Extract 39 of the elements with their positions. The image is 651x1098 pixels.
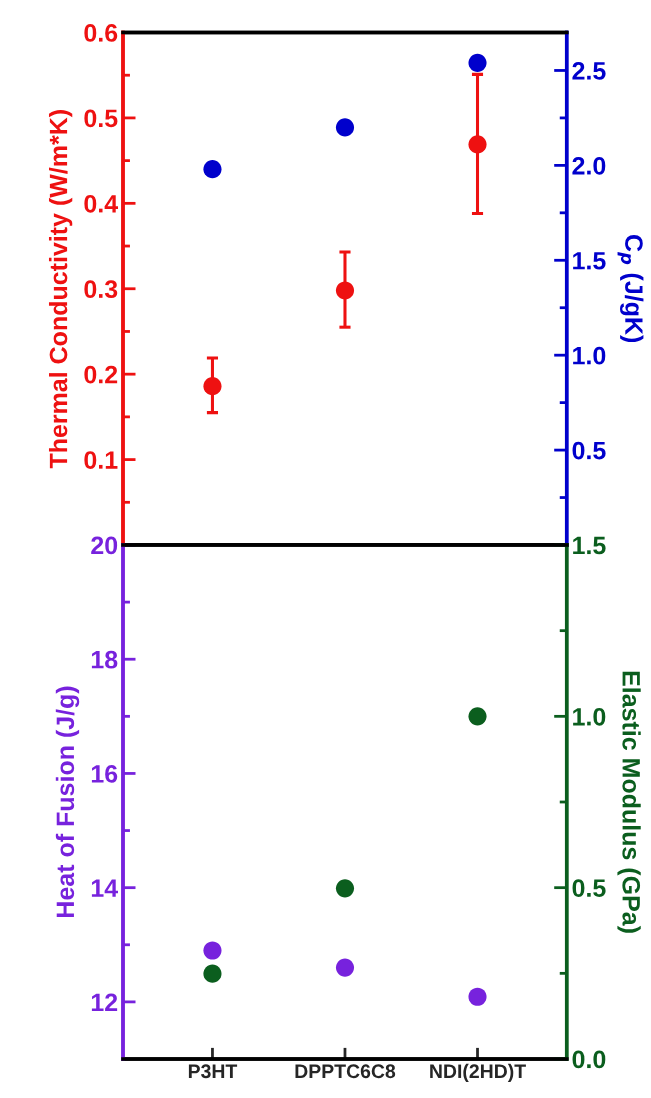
y-tick-label: 0.6: [84, 24, 118, 42]
y2-tick-label: 2.0: [572, 156, 606, 175]
y-axis-title: Thermal Conductivity (W/m*K): [48, 110, 73, 469]
y-tick-label: 0.4: [84, 194, 119, 213]
y-tick-label: 18: [91, 650, 118, 669]
point: [335, 118, 355, 137]
point: [468, 987, 487, 1006]
point: [203, 377, 222, 396]
x-tick-label: DPPTC6C8: [295, 1064, 396, 1079]
y2-tick-label: 1.0: [573, 707, 606, 726]
y-tick-label: 20: [91, 536, 118, 555]
y-tick-label: 0.3: [84, 280, 118, 299]
y2-tick-label: 1.5: [573, 252, 606, 270]
y2-axis-title: Elastic Modulus (GPa): [617, 671, 641, 933]
y-tick-label: 0.2: [84, 365, 118, 384]
point: [335, 958, 355, 977]
y2-tick-label: 0.5: [572, 879, 606, 897]
y-tick-label: 12: [91, 993, 118, 1011]
point: [335, 281, 355, 300]
y2-tick-label: 1.5: [573, 536, 606, 555]
point: [203, 964, 222, 983]
y-tick-label: 0.5: [84, 109, 118, 128]
x-tick-label: NDI(2HD)T: [430, 1063, 526, 1082]
y-tick-label: 16: [91, 765, 118, 783]
y-axis-title: Heat of Fusion (J/g): [55, 686, 80, 917]
point: [203, 160, 222, 179]
point: [203, 941, 222, 960]
y2-tick-label: 0.0: [572, 1050, 606, 1069]
y-tick-label: 0.1: [84, 451, 118, 469]
y2-tick-label: 0.5: [572, 441, 606, 460]
point: [468, 707, 487, 726]
y-tick-label: 14: [91, 879, 119, 897]
point: [468, 135, 487, 154]
x-tick-label: P3HT: [188, 1064, 238, 1079]
y2-tick-label: 2.5: [572, 62, 606, 80]
point: [468, 53, 487, 72]
y2-axis-title: C$_{p}$ (J/gK): [617, 235, 644, 343]
point: [335, 879, 355, 898]
y2-tick-label: 1.0: [573, 346, 606, 365]
